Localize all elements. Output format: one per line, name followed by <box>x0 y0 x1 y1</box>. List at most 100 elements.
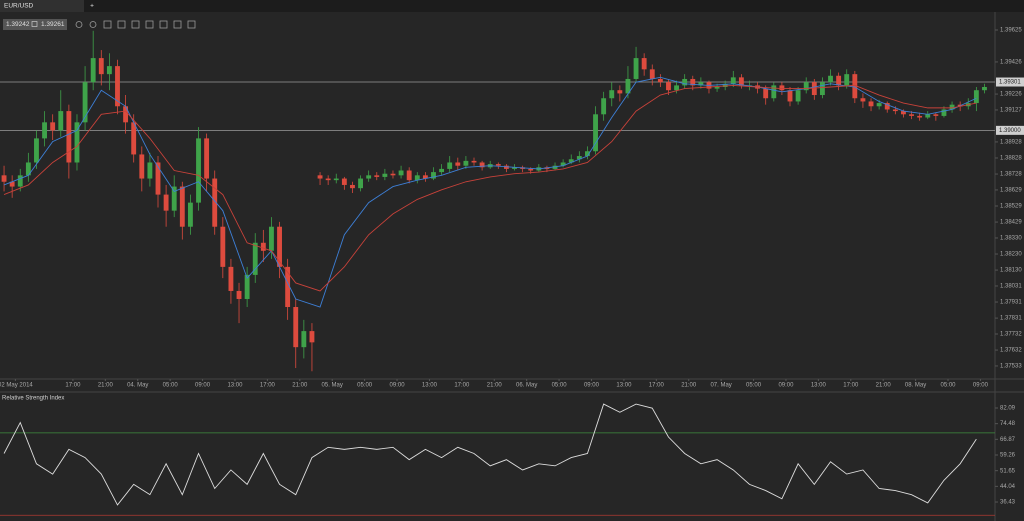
spread-icon <box>31 21 38 27</box>
y-tick-label: 1.38130 <box>1000 268 1022 274</box>
candle-body <box>139 154 145 179</box>
y-tick-label: 1.39127 <box>1000 108 1022 114</box>
candle-body <box>552 165 558 169</box>
level-label-box <box>996 77 1024 87</box>
series-line <box>3 84 977 292</box>
candle-body <box>341 178 347 185</box>
candle-body <box>277 226 282 267</box>
candle-body <box>738 77 744 86</box>
series-line <box>3 76 977 308</box>
candle-body <box>860 98 866 102</box>
candle-body <box>722 83 728 87</box>
x-tick-label: 09:00 <box>390 383 406 389</box>
candle-body <box>763 88 769 99</box>
x-tick-label: 21:00 <box>292 383 308 389</box>
y-tick-label: 1.37831 <box>1000 316 1022 322</box>
candle-body <box>674 85 679 91</box>
candle-body <box>463 160 469 166</box>
tool-icon[interactable] <box>159 20 168 29</box>
candle-body <box>406 170 412 181</box>
candle-body <box>390 173 396 176</box>
price-box <box>3 19 67 30</box>
tab[interactable] <box>0 0 84 12</box>
candle-body <box>917 115 923 118</box>
candle-body <box>106 66 112 75</box>
level-label: 1.39301 <box>999 80 1021 86</box>
candle-body <box>236 290 242 299</box>
x-tick-label: 06. May <box>516 383 537 389</box>
candle-body <box>495 164 501 166</box>
x-tick-label: 08. May <box>905 383 926 389</box>
candle-body <box>187 202 193 227</box>
tool-icon[interactable] <box>131 20 140 29</box>
x-tick-label: 17:00 <box>260 383 276 389</box>
candle-body <box>1 175 7 182</box>
candle-body <box>9 181 15 187</box>
candle-body <box>641 58 647 70</box>
x-tick-label: 04. May <box>127 383 148 389</box>
tool-icon[interactable] <box>173 20 182 29</box>
candle-body <box>66 111 72 163</box>
candle-body <box>714 86 720 89</box>
candle-body <box>479 162 485 168</box>
candle-body <box>528 168 534 171</box>
candle-body <box>398 170 404 176</box>
x-tick-label: 09:00 <box>584 383 600 389</box>
candle-body <box>204 138 210 179</box>
y-tick-label: 51.65 <box>1000 468 1016 474</box>
candle-body <box>382 173 388 177</box>
x-tick-label: 02 May 2014 <box>0 383 33 389</box>
x-tick-label: 17:00 <box>65 383 81 389</box>
candle-body <box>163 194 169 211</box>
candle-body <box>803 82 809 91</box>
tool-icon[interactable] <box>187 20 196 29</box>
y-tick-label: 1.38330 <box>1000 236 1022 242</box>
candle-body <box>115 66 120 107</box>
candle-body <box>350 184 355 189</box>
level-label-box <box>996 125 1024 135</box>
candle-body <box>560 162 566 166</box>
x-tick-label: 13:00 <box>422 383 438 389</box>
zoom-out[interactable] <box>89 21 97 28</box>
tab-title: EUR/USD <box>4 3 34 10</box>
candle-body <box>42 122 47 139</box>
y-tick-label: 1.38629 <box>1000 188 1022 194</box>
candle-body <box>269 226 274 251</box>
candle-body <box>973 90 979 104</box>
y-tick-label: 66.87 <box>1000 437 1016 443</box>
x-tick-label: 09:00 <box>195 383 211 389</box>
candle-body <box>884 103 890 110</box>
x-tick-label: 21:00 <box>487 383 503 389</box>
candle-body <box>819 82 825 96</box>
candle-body <box>333 178 339 181</box>
candle-body <box>58 111 64 131</box>
candle-body <box>771 85 777 99</box>
tool-icon[interactable] <box>145 20 154 29</box>
candle-body <box>682 78 688 86</box>
candle-body <box>422 175 428 179</box>
y-tick-label: 44.04 <box>1000 484 1016 490</box>
candle-body <box>74 122 80 163</box>
series-line <box>3 403 977 506</box>
x-tick-label: 05:00 <box>940 383 956 389</box>
candle-body <box>414 175 420 181</box>
candle-body <box>503 165 509 169</box>
candle-body <box>82 82 88 123</box>
x-tick-label: 09:00 <box>973 383 989 389</box>
candle-body <box>982 86 987 91</box>
candle-body <box>925 114 931 118</box>
x-tick-label: 05. May <box>322 383 343 389</box>
candle-body <box>949 104 955 110</box>
candle-body <box>941 109 947 116</box>
candle-body <box>625 78 631 94</box>
tool-icon[interactable] <box>103 20 112 29</box>
candle-body <box>285 266 291 308</box>
x-tick-label: 13:00 <box>616 383 632 389</box>
tool-icon[interactable] <box>117 20 126 29</box>
candle-body <box>852 74 858 99</box>
new-tab[interactable]: + <box>90 3 94 10</box>
zoom-in[interactable] <box>75 21 83 28</box>
y-tick-label: 36.43 <box>1000 500 1016 506</box>
